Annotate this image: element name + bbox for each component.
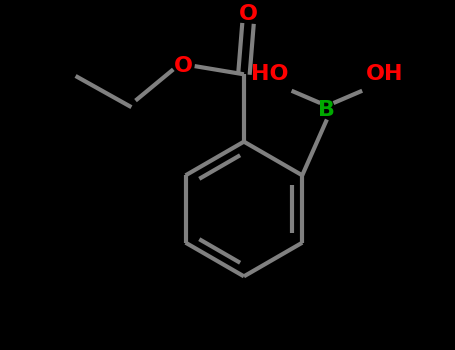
Text: B: B (318, 100, 335, 120)
Text: OH: OH (366, 64, 403, 84)
Text: O: O (238, 4, 258, 23)
Text: O: O (174, 56, 192, 76)
Text: HO: HO (251, 64, 288, 84)
